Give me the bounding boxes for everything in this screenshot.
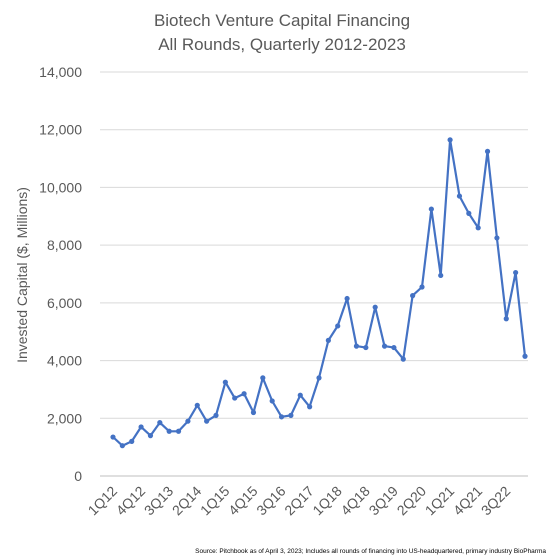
- y-tick-label: 14,000: [39, 64, 82, 80]
- data-point: [513, 269, 519, 276]
- y-axis-ticks: 0 2,000 4,000 6,000 8,000 10,000 12,000 14,000: [39, 64, 82, 484]
- data-point: [372, 304, 378, 310]
- data-point: [204, 418, 210, 424]
- data-point: [307, 404, 313, 410]
- y-axis-label: Invested Capital ($, Millions): [14, 187, 30, 363]
- data-point: [438, 272, 444, 279]
- data-point: [138, 424, 144, 430]
- x-tick-label: 4Q12: [113, 483, 149, 519]
- data-point: [419, 284, 425, 290]
- x-tick-label: 1Q12: [85, 483, 121, 519]
- data-point: [250, 409, 257, 416]
- data-point: [447, 137, 453, 143]
- data-point: [316, 375, 322, 381]
- data-point: [213, 412, 219, 418]
- data-point: [278, 414, 285, 420]
- data-point: [241, 391, 247, 397]
- series-invested-capital: [110, 137, 528, 449]
- data-point: [147, 433, 154, 439]
- data-point: [400, 356, 406, 362]
- gridlines: [100, 71, 528, 477]
- x-tick-label: 3Q19: [365, 483, 401, 519]
- data-point: [232, 395, 238, 401]
- data-point: [297, 392, 303, 398]
- data-point: [522, 353, 528, 359]
- series-line: [112, 138, 527, 447]
- x-tick-label: 1Q15: [197, 483, 233, 519]
- x-tick-label: 4Q15: [225, 483, 261, 519]
- data-point: [222, 379, 228, 385]
- x-tick-label: 4Q18: [337, 483, 373, 519]
- data-point: [410, 293, 416, 299]
- chart-title-line-1: Biotech Venture Capital Financing: [154, 11, 410, 30]
- y-tick-label: 12,000: [39, 122, 82, 138]
- data-point: [335, 323, 341, 329]
- data-point: [185, 418, 191, 424]
- chart-title-line-2: All Rounds, Quarterly 2012-2023: [158, 35, 406, 54]
- x-tick-label: 4Q21: [450, 483, 486, 519]
- data-point: [157, 420, 163, 426]
- data-point: [466, 210, 472, 216]
- x-tick-label: 1Q18: [309, 483, 345, 519]
- data-point: [381, 343, 388, 349]
- data-point: [129, 438, 135, 444]
- x-tick-label: 3Q22: [478, 483, 514, 519]
- y-tick-label: 2,000: [47, 410, 82, 426]
- y-tick-label: 4,000: [47, 353, 82, 369]
- x-tick-label: 2Q14: [169, 483, 205, 519]
- x-tick-label: 3Q16: [253, 483, 289, 519]
- x-tick-label: 2Q17: [281, 483, 317, 519]
- y-tick-label: 8,000: [47, 237, 82, 253]
- data-point: [194, 402, 200, 408]
- y-tick-label: 0: [74, 468, 82, 484]
- data-point: [494, 235, 500, 241]
- data-point: [166, 428, 172, 434]
- data-point: [391, 344, 397, 351]
- data-point: [428, 206, 434, 212]
- data-point: [119, 443, 125, 449]
- data-point: [260, 375, 266, 381]
- data-point: [503, 316, 509, 322]
- data-point: [288, 412, 294, 418]
- data-point: [475, 225, 481, 231]
- y-tick-label: 6,000: [47, 295, 82, 311]
- data-point: [484, 148, 491, 154]
- data-point: [325, 337, 331, 343]
- data-point: [110, 434, 116, 440]
- source-note: Source: Pitchbook as of April 3, 2023; I…: [195, 548, 546, 555]
- data-point: [175, 428, 182, 434]
- data-point: [269, 398, 275, 404]
- data-point: [363, 344, 369, 351]
- x-tick-label: 2Q20: [394, 483, 430, 519]
- data-point: [456, 193, 463, 199]
- x-tick-label: 3Q13: [141, 483, 177, 519]
- x-tick-label: 1Q21: [422, 483, 458, 519]
- x-axis-ticks: 1Q124Q123Q132Q141Q154Q153Q162Q171Q184Q18…: [85, 483, 514, 519]
- data-point: [353, 343, 360, 349]
- data-point: [344, 295, 350, 302]
- y-tick-label: 10,000: [39, 179, 82, 195]
